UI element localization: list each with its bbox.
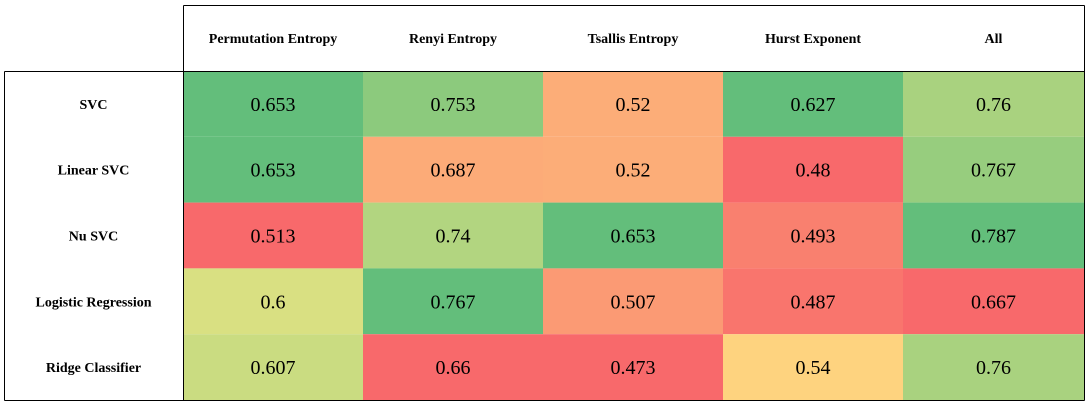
cell-value-label: 0.687	[431, 160, 476, 182]
column-header: All	[985, 32, 1003, 47]
heatmap-cell	[363, 202, 543, 269]
cell-value-label: 0.767	[431, 291, 476, 313]
heatmap-cell	[903, 268, 1084, 335]
heatmap-cell	[543, 136, 723, 203]
cell-value-label: 0.767	[971, 160, 1016, 182]
cell-value-label: 0.513	[251, 226, 296, 248]
heatmap-cell	[723, 268, 903, 335]
cell-value-label: 0.473	[611, 357, 656, 379]
heatmap-cell	[543, 202, 723, 269]
heatmap-cell	[183, 202, 363, 269]
cell-value-label: 0.487	[791, 291, 836, 313]
cell-value-label: 0.667	[971, 291, 1016, 313]
heatmap-cell	[543, 268, 723, 335]
cell-value-label: 0.653	[251, 160, 296, 182]
cell-value-label: 0.76	[976, 94, 1011, 116]
heatmap-cell	[723, 202, 903, 269]
column-header: Permutation Entropy	[209, 32, 337, 47]
column-header: Hurst Exponent	[765, 32, 861, 47]
row-header: SVC	[79, 98, 107, 113]
heatmap-cell	[903, 136, 1084, 203]
cell-value-label: 0.6	[261, 291, 286, 313]
row-header: Logistic Regression	[35, 295, 151, 310]
heatmap-cell	[723, 71, 903, 137]
row-header: Ridge Classifier	[46, 361, 141, 376]
heatmap-cell	[183, 71, 363, 137]
heatmap-cell	[363, 136, 543, 203]
heatmap-cell	[903, 202, 1084, 269]
cell-value-label: 0.66	[436, 357, 471, 379]
cell-value-label: 0.607	[251, 357, 296, 379]
row-header: Linear SVC	[58, 164, 130, 179]
cell-value-label: 0.787	[971, 226, 1016, 248]
heatmap-cell	[723, 136, 903, 203]
heatmap-cell	[183, 334, 363, 400]
cell-value-label: 0.493	[791, 226, 836, 248]
cell-value-label: 0.653	[251, 94, 296, 116]
heatmap-cell	[543, 71, 723, 137]
cell-value-label: 0.627	[791, 94, 836, 116]
cell-value-label: 0.52	[616, 160, 651, 182]
cell-value-label: 0.507	[611, 291, 656, 313]
heatmap-cell	[363, 268, 543, 335]
column-header: Tsallis Entropy	[588, 32, 679, 47]
cell-value-label: 0.54	[796, 357, 831, 379]
heatmap-cell	[183, 268, 363, 335]
cell-value-label: 0.74	[436, 226, 471, 248]
cell-value-label: 0.76	[976, 357, 1011, 379]
heatmap-cell	[363, 334, 543, 400]
heatmap-cell	[183, 136, 363, 203]
cell-value-label: 0.753	[431, 94, 476, 116]
heatmap-cell	[543, 334, 723, 400]
cell-value-label: 0.48	[796, 160, 831, 182]
heatmap-cell	[363, 71, 543, 137]
heatmap-cell	[903, 71, 1084, 137]
heatmap-cell	[903, 334, 1084, 400]
cell-value-label: 0.52	[616, 94, 651, 116]
heatmap-cell	[723, 334, 903, 400]
cell-value-label: 0.653	[611, 226, 656, 248]
row-header: Nu SVC	[69, 230, 118, 245]
column-header: Renyi Entropy	[409, 32, 497, 47]
